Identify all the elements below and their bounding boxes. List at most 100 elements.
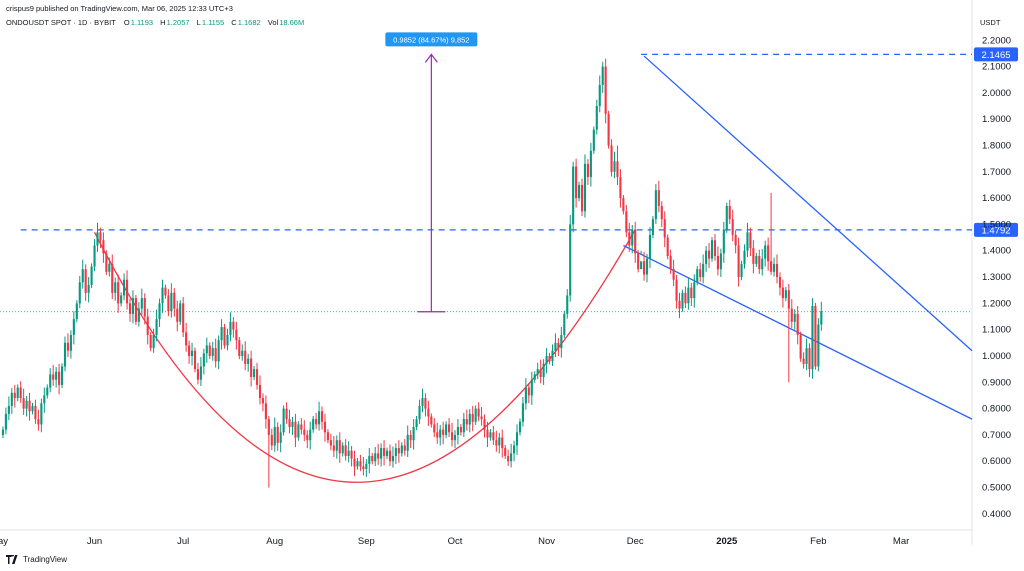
candle — [99, 227, 102, 249]
candle-body — [722, 229, 725, 254]
candle-body — [211, 348, 214, 356]
candle-body — [267, 419, 270, 435]
candle — [705, 246, 708, 272]
candle-body — [128, 303, 132, 314]
candle-body — [787, 290, 790, 309]
price-tick-label: 0.6000 — [982, 456, 1011, 467]
candle-body — [276, 427, 279, 443]
candle-body — [72, 319, 75, 335]
candle — [25, 395, 28, 417]
candle-body — [749, 232, 752, 249]
candle-body — [592, 129, 595, 151]
candle-body — [58, 371, 61, 385]
candle — [13, 384, 16, 408]
price-tick-label: 1.5000 — [982, 219, 1011, 230]
candle-body — [560, 334, 563, 349]
candle — [359, 454, 362, 472]
candle-body — [125, 279, 129, 304]
candle-body — [678, 300, 681, 309]
candle-body — [385, 450, 389, 456]
candle — [687, 278, 690, 310]
candle — [527, 382, 530, 404]
candle-body — [300, 424, 303, 430]
candle-body — [510, 453, 513, 462]
candle — [793, 309, 796, 330]
candle — [368, 448, 371, 474]
candle-body — [548, 355, 551, 362]
candle — [513, 440, 516, 462]
candle-body — [315, 419, 318, 425]
candle — [707, 242, 711, 269]
chart-overlays: 2.1465 1.4792 0.9852 (84.67%) 9,852 — [0, 32, 1018, 483]
wedge-upper-line — [643, 55, 973, 352]
candle-body — [521, 403, 524, 422]
candle — [288, 409, 291, 434]
price-tick-label: 0.7000 — [982, 430, 1011, 441]
candle-body — [244, 350, 247, 364]
candle — [1, 426, 5, 439]
candle-body — [149, 334, 152, 349]
candle — [799, 331, 802, 362]
candle-body — [208, 345, 211, 356]
candle — [137, 302, 140, 327]
candle-body — [90, 266, 93, 285]
candle — [477, 402, 480, 422]
candle-body — [52, 374, 55, 380]
candle-body — [436, 432, 439, 438]
candle — [657, 180, 660, 213]
candle-body — [306, 434, 309, 441]
tradingview-logo[interactable]: TradingView — [6, 555, 67, 564]
candle — [613, 151, 616, 179]
candle-body — [755, 256, 758, 264]
candle — [690, 282, 693, 306]
candle — [530, 371, 533, 405]
candle-body — [291, 421, 294, 428]
time-tick-label: Dec — [627, 536, 644, 547]
candle — [737, 237, 740, 287]
candle-body — [232, 321, 235, 330]
symbol-label[interactable]: ONDOUSDT SPOT · 1D · BYBIT — [6, 18, 116, 27]
candle — [315, 412, 318, 430]
candle — [75, 300, 78, 323]
candle-body — [282, 408, 285, 433]
candle-body — [453, 434, 457, 441]
time-axis[interactable]: ay Jun Jul Aug Sep Oct Nov Dec 2025 Feb Mar — [0, 536, 909, 547]
candle-body — [687, 287, 690, 304]
close-value: 1.1682 — [237, 18, 261, 27]
candle — [167, 289, 170, 316]
candle — [580, 178, 584, 217]
level-price-tag — [974, 222, 1018, 237]
candle-body — [439, 429, 442, 438]
candle — [492, 425, 495, 445]
candle — [72, 311, 75, 345]
candle — [666, 234, 669, 260]
candle-body — [397, 448, 400, 454]
candle-body — [120, 295, 123, 304]
candle — [267, 415, 270, 488]
candle-body — [589, 150, 592, 178]
candle-body — [238, 340, 241, 356]
candle — [377, 443, 380, 465]
candle — [102, 232, 105, 263]
candle-body — [152, 334, 155, 349]
candle — [637, 250, 640, 273]
price-axis[interactable]: 0.4000 0.5000 0.6000 0.7000 0.8000 0.9000 1.00… — [982, 35, 1011, 520]
candle-body — [728, 206, 731, 220]
candle-body — [326, 432, 330, 441]
candle-body — [672, 269, 675, 280]
candle — [362, 457, 365, 476]
candle-body — [557, 342, 560, 349]
candle-body — [111, 263, 114, 293]
candle-body — [264, 403, 267, 420]
candle — [761, 249, 764, 276]
candle-body — [81, 269, 84, 283]
candle-body — [10, 392, 13, 406]
candle — [734, 230, 737, 254]
level-price-label: 2.1465 — [981, 50, 1010, 61]
candle — [625, 204, 628, 238]
candle-body — [294, 421, 297, 438]
candle-body — [648, 234, 652, 259]
candle — [722, 221, 725, 263]
candle — [78, 276, 81, 309]
